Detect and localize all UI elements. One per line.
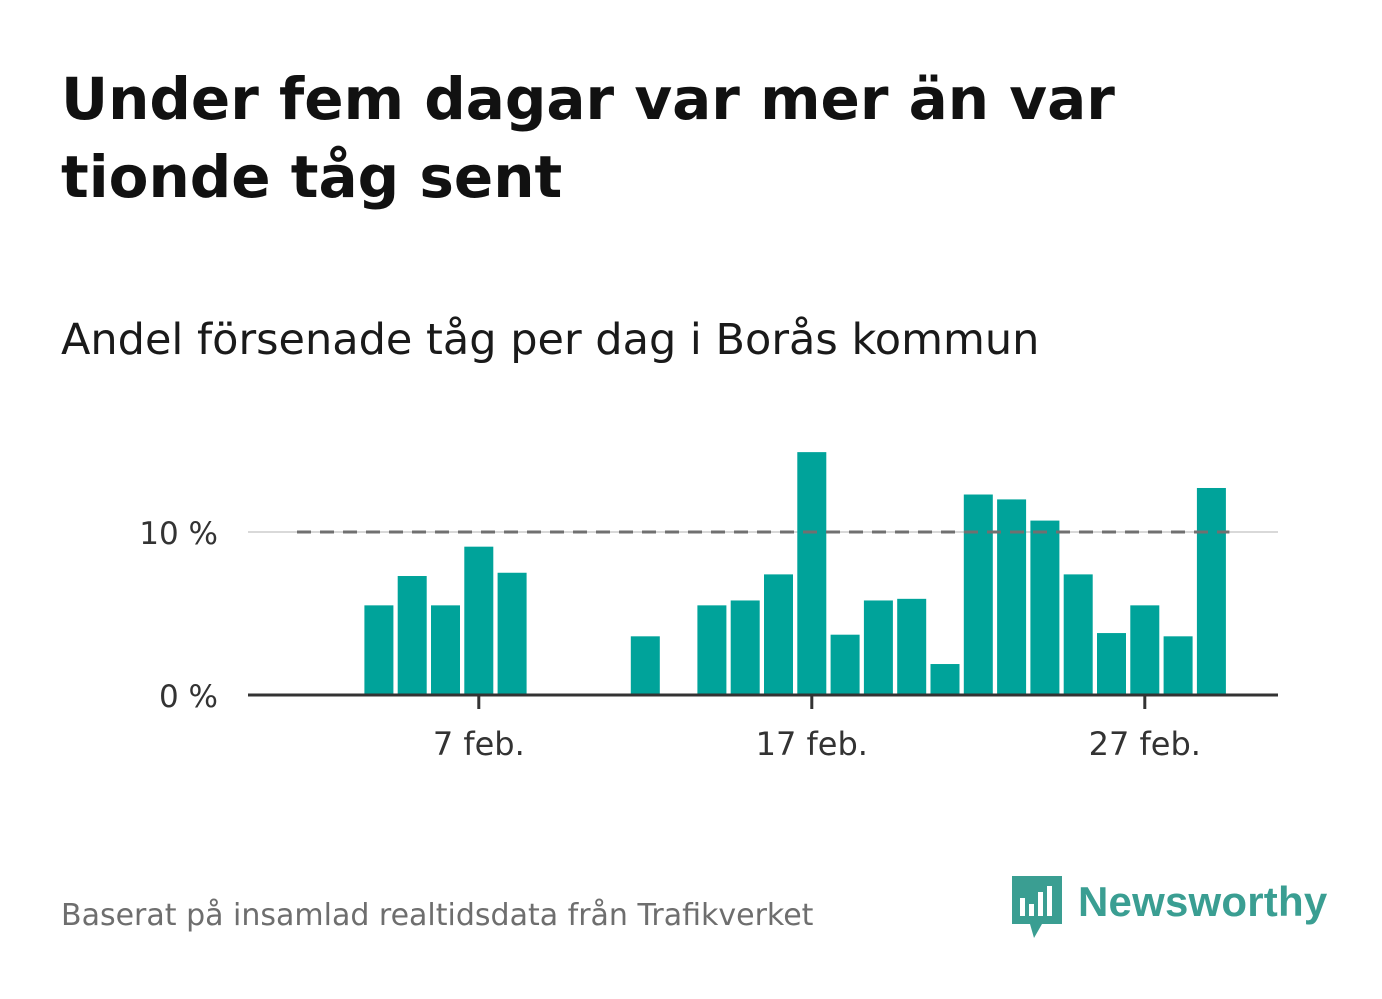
bar: [1163, 636, 1193, 695]
bar: [730, 600, 760, 695]
bar: [997, 499, 1027, 695]
bar: [930, 664, 960, 695]
bar: [1196, 487, 1226, 695]
bar: [897, 598, 927, 695]
bar: [464, 546, 494, 695]
bar: [1097, 633, 1126, 695]
chart-subtitle: Andel försenade tåg per dag i Borås komm…: [61, 315, 1040, 365]
source-note: Baserat på insamlad realtidsdata från Tr…: [61, 898, 814, 933]
bar: [797, 452, 827, 695]
chart-title: Under fem dagar var mer än var tionde tå…: [61, 65, 1115, 211]
bar: [963, 494, 993, 695]
bar: [697, 605, 727, 695]
brand: Newsworthy: [1012, 876, 1327, 942]
y-tick-label: 0 %: [159, 679, 218, 715]
brand-name: Newsworthy: [1078, 878, 1328, 925]
x-tick-label: 7 feb.: [433, 725, 525, 763]
bar-chart: 0 % 10 % 7 feb. 17 feb. 27 feb.: [139, 452, 1278, 763]
bar: [830, 634, 860, 695]
bar: [497, 572, 527, 695]
bar: [364, 605, 394, 695]
bar: [1030, 520, 1060, 695]
y-tick-label: 10 %: [139, 516, 218, 552]
x-tick-label: 17 feb.: [756, 725, 868, 763]
bar: [431, 605, 460, 695]
newsworthy-logo-icon: [1012, 876, 1062, 938]
x-tick-label: 27 feb.: [1089, 725, 1201, 763]
bar: [863, 600, 893, 695]
bar: [1130, 605, 1160, 695]
bar: [764, 574, 793, 695]
bar: [397, 576, 427, 695]
bar: [1063, 574, 1093, 695]
bar: [630, 636, 660, 695]
